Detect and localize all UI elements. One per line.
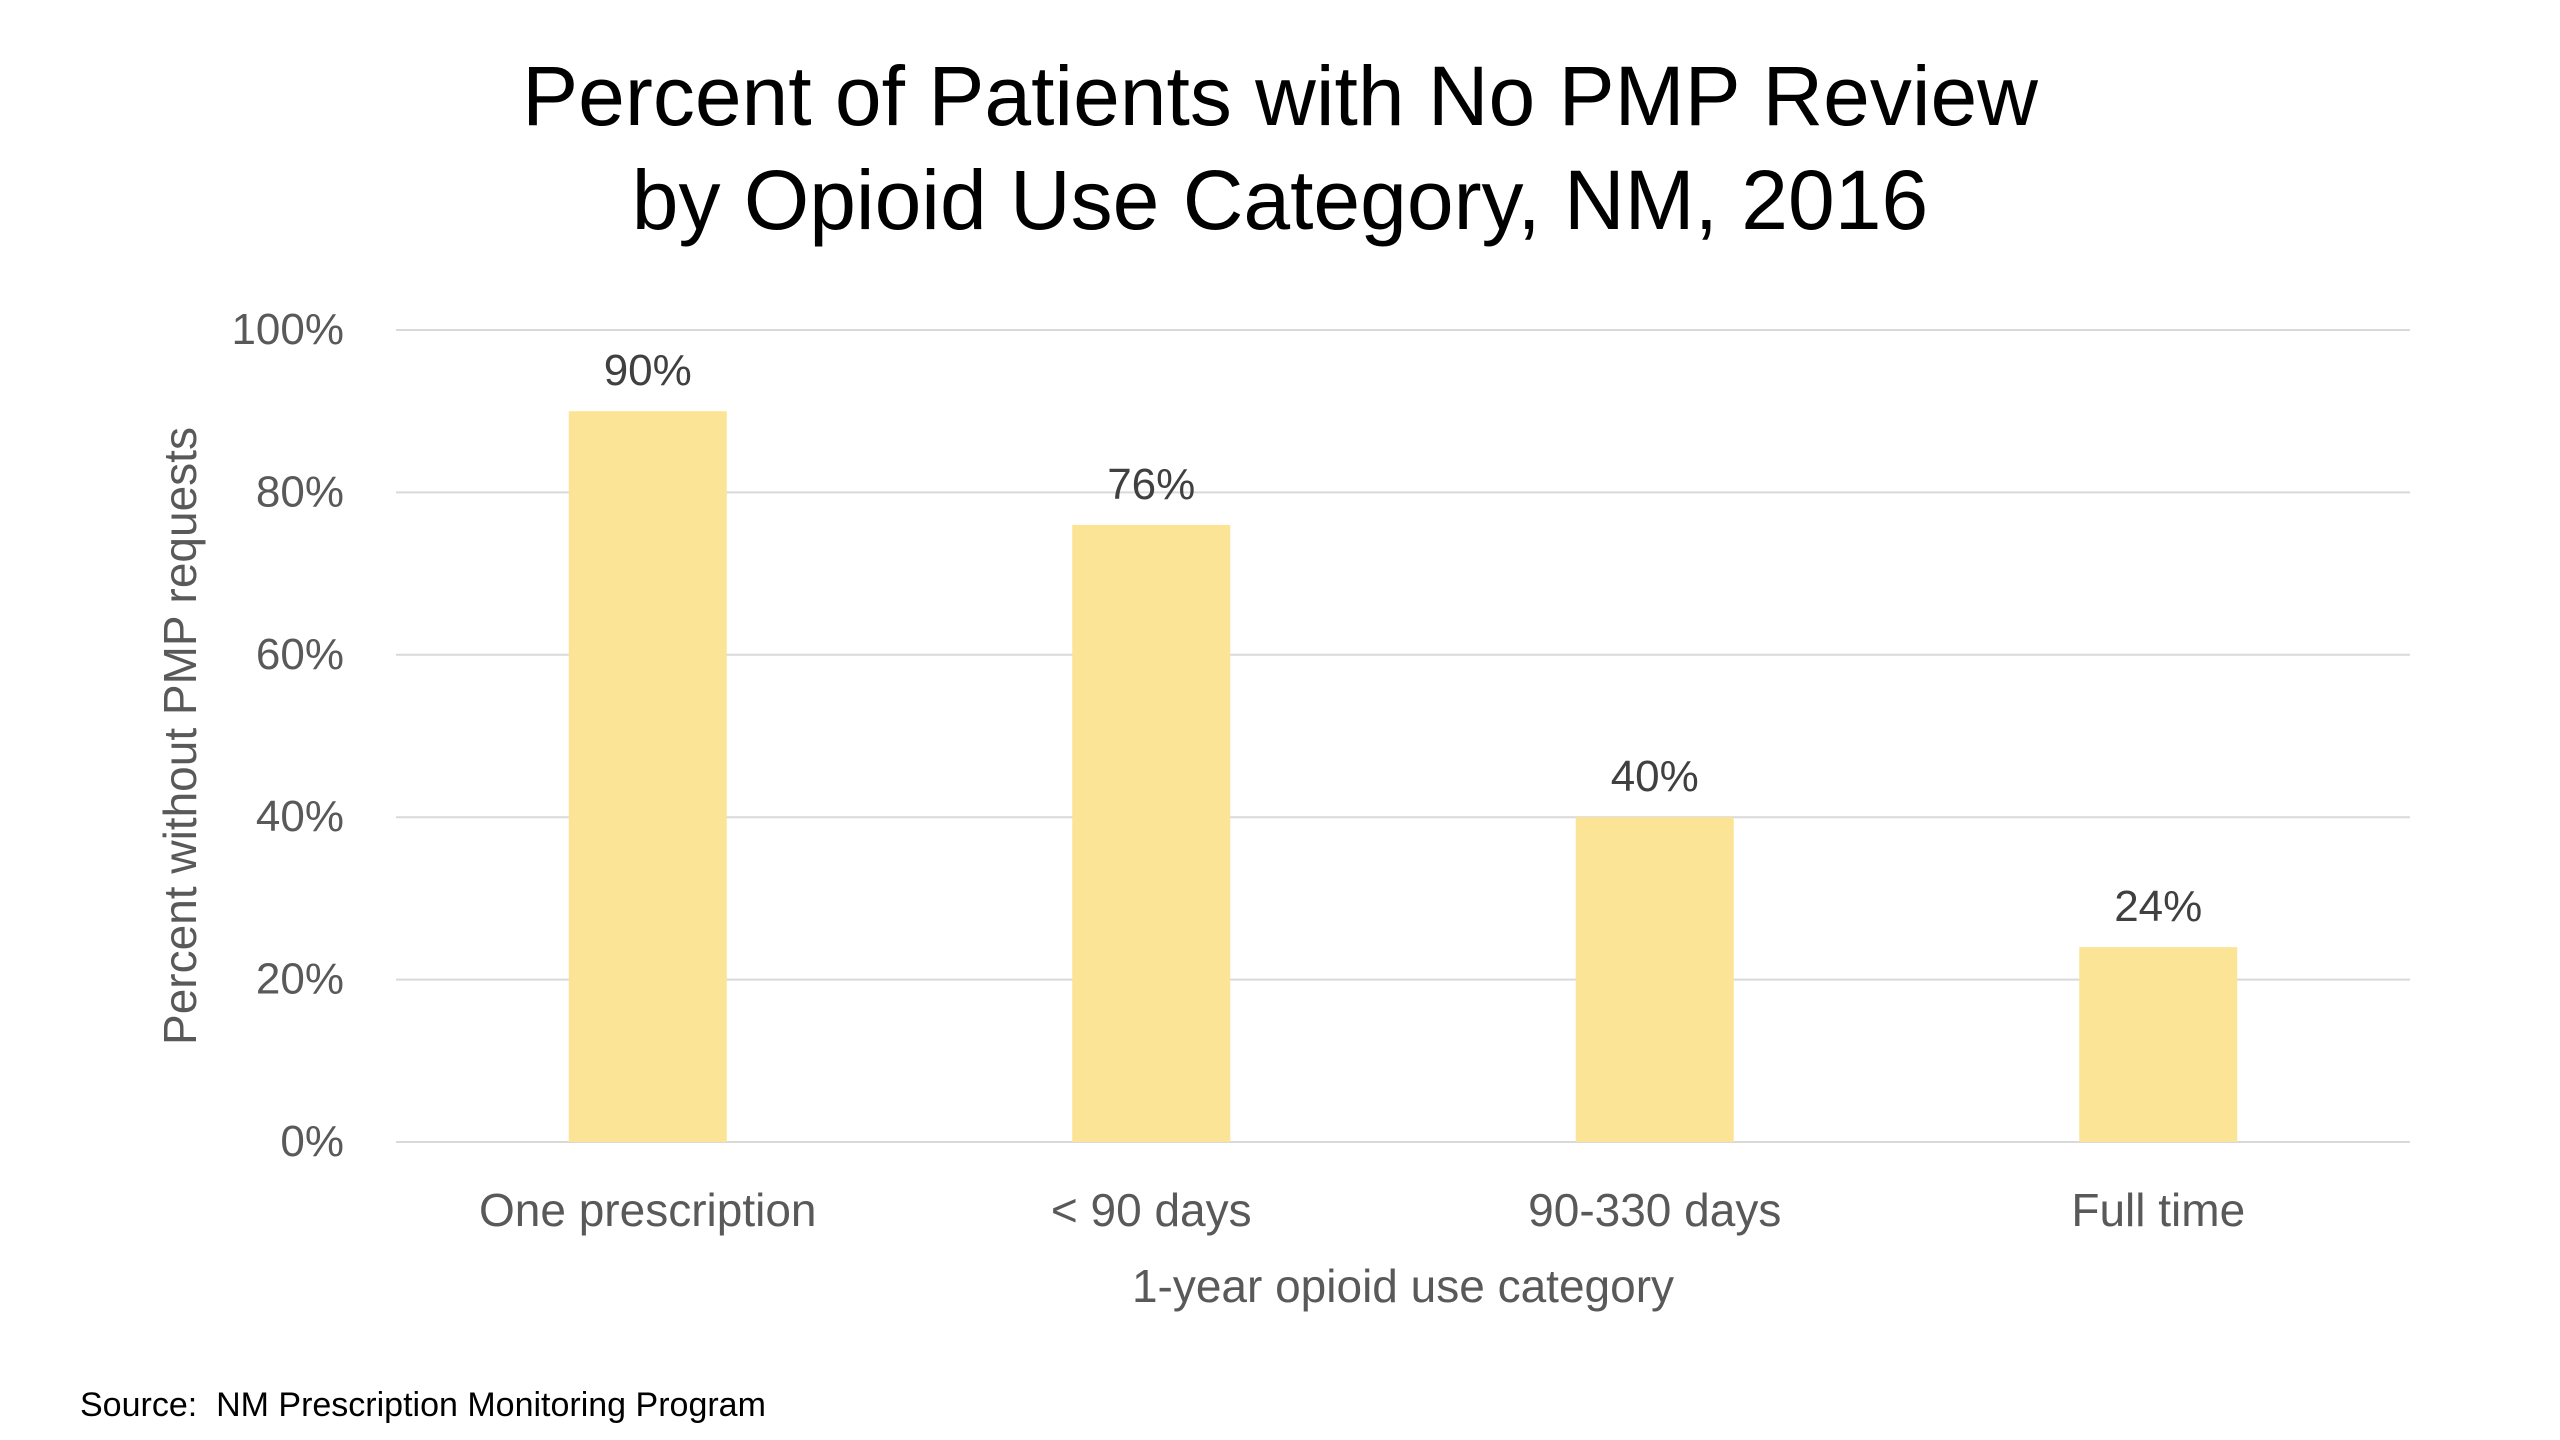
data-label: 76%	[1107, 460, 1195, 509]
y-tick-label: 60%	[256, 630, 344, 679]
y-tick-label: 80%	[256, 467, 344, 516]
chart-title: Percent of Patients with No PMP Review b…	[0, 44, 2560, 252]
bar	[1575, 817, 1734, 1142]
bar	[568, 411, 727, 1142]
x-axis-ticks: One prescription < 90 days 90-330 days Full…	[479, 1184, 2245, 1236]
y-tick-label: 20%	[256, 955, 344, 1004]
x-tick-label: Full time	[2071, 1184, 2245, 1236]
y-tick-label: 100%	[231, 305, 344, 354]
y-tick-label: 0%	[280, 1117, 344, 1166]
chart-title-line-1: Percent of Patients with No PMP Review	[522, 49, 2038, 143]
gridlines	[396, 329, 2410, 1143]
data-labels: 90% 76% 40% 24%	[604, 346, 2203, 931]
x-tick-label: 90-330 days	[1528, 1184, 1781, 1236]
y-axis-ticks: 0% 20% 40% 60% 80% 100%	[231, 305, 344, 1166]
y-tick-label: 40%	[256, 792, 344, 841]
data-label: 40%	[1611, 752, 1699, 801]
x-tick-label: < 90 days	[1051, 1184, 1252, 1236]
data-label: 24%	[2114, 882, 2202, 931]
chart-title-line-2: by Opioid Use Category, NM, 2016	[631, 153, 1929, 247]
data-label: 90%	[604, 346, 692, 395]
y-axis-title: Percent without PMP requests	[154, 427, 206, 1045]
x-tick-label: One prescription	[479, 1184, 817, 1236]
bar	[2079, 947, 2238, 1142]
bar	[1072, 524, 1231, 1142]
x-axis-title: 1-year opioid use category	[1132, 1260, 1674, 1312]
bars	[568, 411, 2238, 1142]
source-note: Source: NM Prescription Monitoring Progr…	[80, 1386, 766, 1424]
